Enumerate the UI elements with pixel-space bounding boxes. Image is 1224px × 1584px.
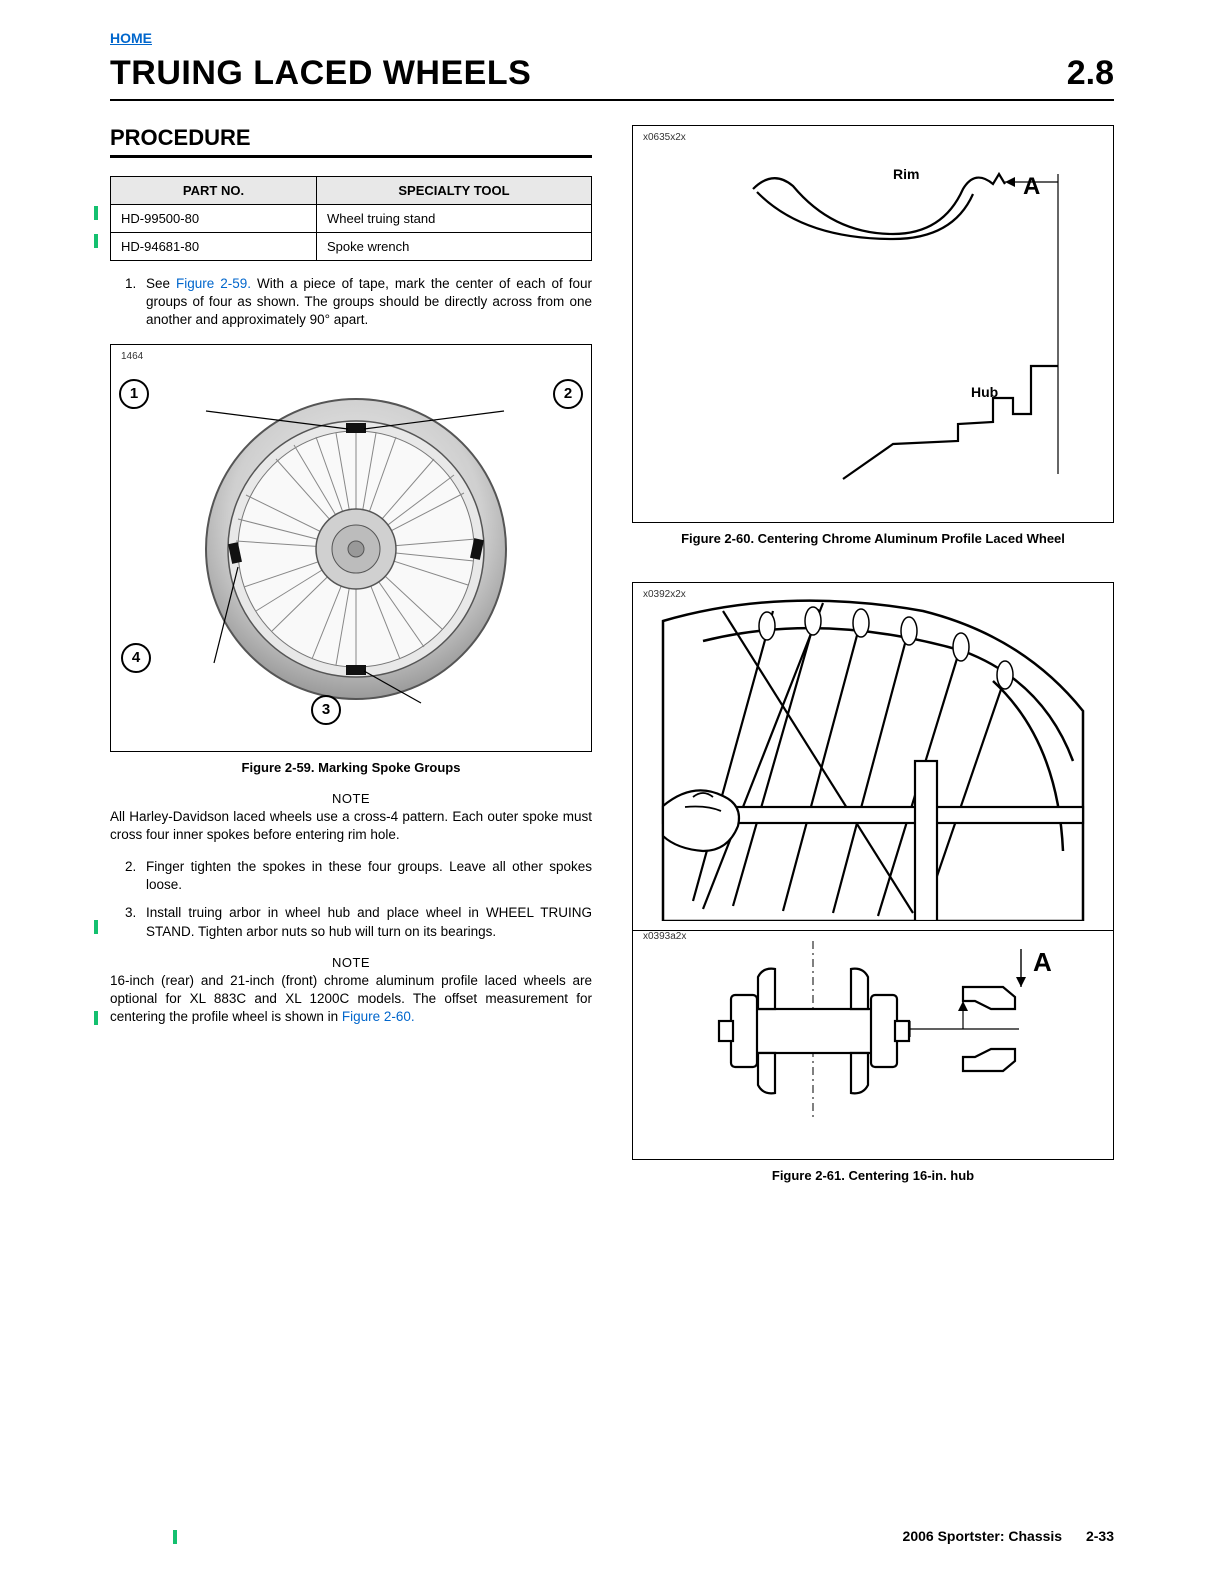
fig61-id-bot: x0393a2x	[643, 931, 686, 942]
note1-label: NOTE	[110, 791, 592, 806]
note2-body: 16-inch (rear) and 21-inch (front) chrom…	[110, 972, 592, 1027]
step-3: Install truing arbor in wheel hub and pl…	[140, 904, 592, 940]
td: HD-99500-80	[111, 205, 317, 233]
figref-60[interactable]: Figure 2-60.	[342, 1009, 415, 1024]
fig59-id: 1464	[121, 351, 143, 362]
callout-2: 2	[553, 379, 583, 409]
td: HD-94681-80	[111, 233, 317, 261]
fig61-caption: Figure 2-61. Centering 16-in. hub	[632, 1168, 1114, 1185]
note1-body: All Harley-Davidson laced wheels use a c…	[110, 808, 592, 844]
page-footer: 2006 Sportster: Chassis 2-33	[903, 1528, 1114, 1544]
footer-page: 2-33	[1086, 1528, 1114, 1544]
right-column: x0635x2x Rim A Hub Figure 2-60. Centerin	[632, 125, 1114, 1185]
home-link[interactable]: HOME	[110, 30, 152, 46]
note2-label: NOTE	[110, 955, 592, 970]
fig60-caption: Figure 2-60. Centering Chrome Aluminum P…	[632, 531, 1114, 548]
page-title: TRUING LACED WHEELS	[110, 54, 531, 93]
left-column: PROCEDURE PART NO. SPECIALTY TOOL HD-995…	[110, 125, 592, 1185]
figure-60: x0635x2x Rim A Hub	[632, 125, 1114, 523]
step-1: See Figure 2-59. With a piece of tape, m…	[140, 275, 592, 330]
figure-61: x0392x2x	[632, 582, 1114, 1160]
fig59-caption: Figure 2-59. Marking Spoke Groups	[110, 760, 592, 777]
fig61-A: A	[1033, 947, 1052, 977]
figref-59[interactable]: Figure 2-59.	[176, 276, 251, 291]
hub-label: Hub	[971, 384, 998, 400]
callout-1: 1	[119, 379, 149, 409]
th-tool: SPECIALTY TOOL	[316, 177, 591, 205]
section-number: 2.8	[1067, 54, 1114, 93]
rim-label: Rim	[893, 166, 919, 182]
procedure-header: PROCEDURE	[110, 125, 592, 158]
th-partno: PART NO.	[111, 177, 317, 205]
wheel-illustration	[186, 371, 516, 711]
footer-book: 2006 Sportster: Chassis	[903, 1528, 1063, 1544]
callout-3: 3	[311, 695, 341, 725]
fig60-id: x0635x2x	[643, 132, 686, 143]
tools-table: PART NO. SPECIALTY TOOL HD-99500-80 Whee…	[110, 176, 592, 261]
fig61-top-svg	[641, 591, 1105, 921]
fig60-svg: Rim A Hub	[641, 134, 1105, 494]
figure-59: 1464	[110, 344, 592, 752]
fig61-bot-svg: A	[641, 931, 1105, 1127]
fig60-A: A	[1023, 173, 1040, 200]
callout-4: 4	[121, 643, 151, 673]
fig61-id-top: x0392x2x	[643, 589, 686, 600]
title-row: TRUING LACED WHEELS 2.8	[110, 54, 1114, 101]
td: Wheel truing stand	[316, 205, 591, 233]
step-2: Finger tighten the spokes in these four …	[140, 858, 592, 894]
td: Spoke wrench	[316, 233, 591, 261]
